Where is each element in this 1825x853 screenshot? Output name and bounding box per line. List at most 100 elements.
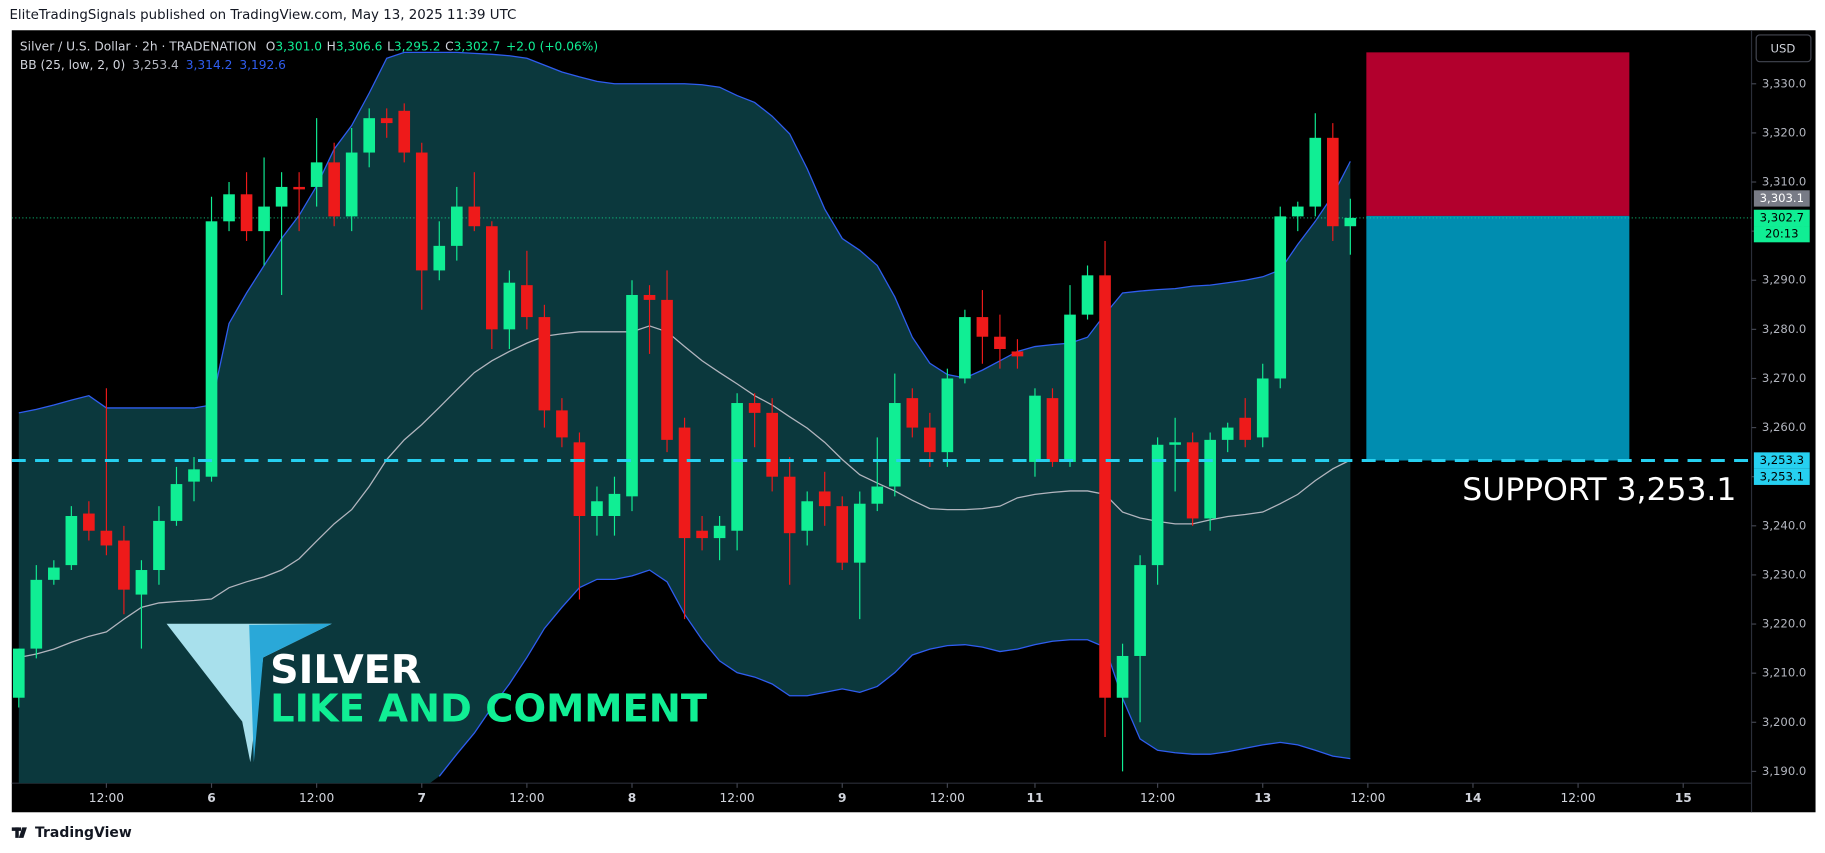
candle-body [994,336,1006,350]
last-price-label: 3,302.7 [1760,210,1804,224]
x-tick-label: 11 [1026,791,1043,805]
candle-body [100,530,113,546]
candle-body [1221,427,1234,440]
logo [166,623,332,763]
ohlc-key: H [327,39,336,53]
x-tick-label: 12:00 [509,791,544,805]
candle-body [135,570,148,595]
candle-body [293,186,305,190]
candle-body [1011,351,1024,357]
candle-body [713,525,726,539]
y-tick-label: 3,240.0 [1762,518,1806,532]
candle-body [696,530,708,539]
ohlc-value: 3,295.2 [394,39,441,53]
candle-body [924,427,936,453]
change: +2.0 (+0.06%) [506,39,598,53]
candle-body [345,152,358,217]
candle-body [801,501,814,531]
candle-body [48,567,60,580]
y-tick-label: 3,310.0 [1762,175,1806,189]
plot-area [11,51,1752,784]
candle-body [1291,206,1304,217]
indicator-label: BB (25, low, 2, 0) [20,58,125,72]
x-tick-label: 12:00 [299,791,334,805]
y-tick-label: 3,260.0 [1762,420,1806,434]
candle-body [941,378,954,453]
candle-body [170,484,183,521]
candle-body [83,513,95,531]
y-tick-label: 3,220.0 [1762,617,1806,631]
candle-body [853,503,866,563]
candle-body [450,206,463,246]
candle-body [748,403,761,413]
candle-body [12,648,25,698]
y-tick-label: 3,230.0 [1762,567,1806,581]
candle-body [1186,442,1199,519]
footer-brand: TradingView [35,825,132,841]
candle-body [521,285,533,318]
candle-body [380,118,393,124]
candle-body [328,162,340,217]
target-zone [1366,215,1630,461]
candle-body [678,427,691,539]
candle-body [486,226,498,330]
symbol: Silver / U.S. Dollar · 2h · TRADENATION [20,39,257,53]
x-tick-label: 12:00 [720,791,755,805]
x-tick-label: 12:00 [1561,791,1596,805]
candle-body [626,294,638,497]
candle-body [188,469,200,482]
candle-body [310,162,323,187]
band-upper [18,51,1351,414]
candle-body [1099,275,1111,698]
indicator-value: 3,253.4 [132,58,179,72]
candle-body [205,221,218,477]
candle-body [1274,216,1287,379]
candle-body [783,476,796,534]
publisher-line: EliteTradingSignals published on Trading… [9,8,516,23]
x-tick-label: 9 [838,791,847,805]
candle-body [153,520,165,571]
candle-body [661,299,673,440]
support-alt-label-bg [1753,468,1810,485]
candle-body [1239,417,1252,440]
ohlc-value: 3,306.6 [336,39,383,53]
x-tick-label: 14 [1464,791,1481,805]
candle-body [1029,395,1041,462]
ohlc-key: C [445,39,454,53]
candle-body [223,194,235,222]
y-tick-label: 3,210.0 [1762,666,1806,680]
candle-body [118,540,130,590]
ohlc-key: O [266,39,276,53]
candle-body [1309,137,1322,207]
candle-body [398,110,411,153]
indicator-value: 3,314.2 [186,58,233,72]
candle-body [591,501,603,516]
support-price-label-bg [1753,452,1810,469]
candle-body [1151,444,1164,566]
last-price-label-bg [1753,209,1810,227]
candle-body [556,410,568,438]
candle-body [573,442,586,516]
y-tick-label: 3,200.0 [1762,715,1806,729]
indicator-value: 3,192.6 [239,58,286,72]
candle-body [959,317,971,379]
candle-body [468,206,481,227]
y-tick-label: 3,190.0 [1762,764,1806,778]
candle-body [538,317,551,411]
watermark-title: SILVER [270,647,421,693]
x-tick-label: 8 [628,791,636,805]
candle-body [363,118,376,153]
candle-body [871,486,884,504]
legend-line: Silver / U.S. Dollar · 2h · TRADENATION O… [20,39,598,53]
candle-body [433,245,446,271]
x-tick-label: 7 [418,791,427,805]
candle-body [731,403,743,531]
entry-price-label: 3,303.1 [1760,191,1804,205]
support-alt-label: 3,253.1 [1760,469,1804,483]
candle-body [976,317,989,337]
tv-logo [11,827,27,838]
candle-body [906,398,919,428]
candle-body [30,579,43,649]
x-tick-label: 6 [207,791,215,805]
